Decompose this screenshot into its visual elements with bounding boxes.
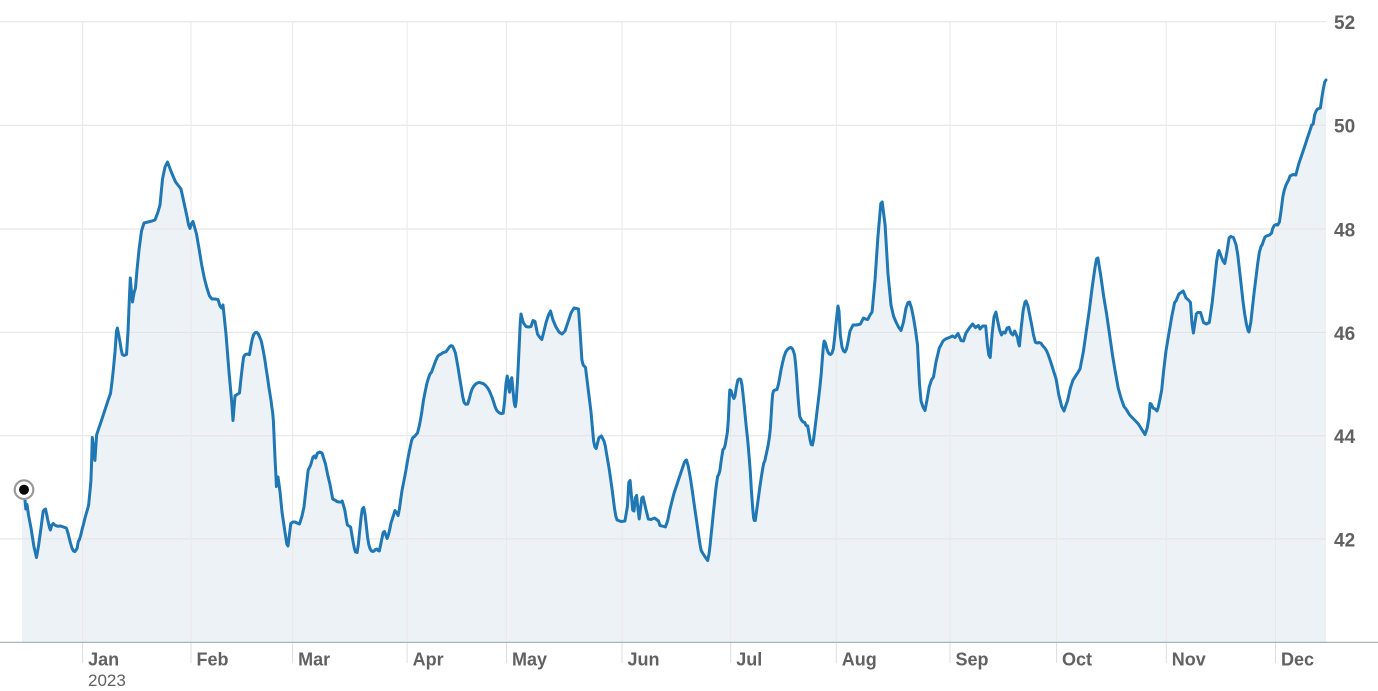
svg-text:May: May xyxy=(512,649,547,669)
svg-text:Apr: Apr xyxy=(413,649,444,669)
svg-text:Aug: Aug xyxy=(842,649,877,669)
svg-text:Mar: Mar xyxy=(298,649,330,669)
svg-text:Jun: Jun xyxy=(628,649,660,669)
svg-text:2023: 2023 xyxy=(88,671,126,690)
svg-text:Sep: Sep xyxy=(956,649,989,669)
svg-text:50: 50 xyxy=(1334,117,1355,138)
svg-text:46: 46 xyxy=(1334,324,1355,345)
svg-text:Feb: Feb xyxy=(197,649,229,669)
svg-text:Nov: Nov xyxy=(1172,649,1206,669)
svg-text:42: 42 xyxy=(1334,530,1355,551)
svg-text:48: 48 xyxy=(1334,221,1355,242)
svg-text:52: 52 xyxy=(1334,13,1355,34)
svg-text:Jul: Jul xyxy=(736,649,762,669)
svg-text:44: 44 xyxy=(1334,427,1356,448)
svg-text:Jan: Jan xyxy=(88,649,119,669)
svg-text:Oct: Oct xyxy=(1062,649,1092,669)
svg-text:Dec: Dec xyxy=(1281,649,1314,669)
